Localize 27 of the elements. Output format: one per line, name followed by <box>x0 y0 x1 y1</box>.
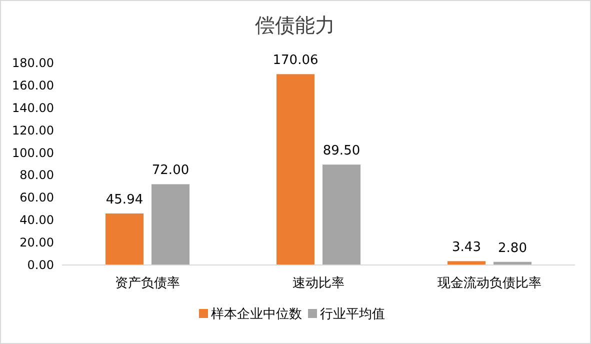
x-tick-label: 现金流动负债比率 <box>438 275 542 291</box>
y-tick-label: 100.00 <box>12 146 54 160</box>
x-tick-label: 速动比率 <box>292 275 344 291</box>
bar <box>152 184 190 265</box>
bar <box>448 261 486 265</box>
data-label: 89.50 <box>322 144 360 159</box>
data-label: 72.00 <box>152 163 190 178</box>
bar <box>106 213 144 265</box>
data-label: 45.94 <box>106 192 144 208</box>
y-tick-label: 80.00 <box>20 168 54 182</box>
data-label: 170.06 <box>272 53 318 68</box>
y-tick-label: 140.00 <box>12 100 54 115</box>
data-label: 2.80 <box>498 240 527 256</box>
y-tick-label: 180.00 <box>12 56 54 70</box>
y-tick-label: 20.00 <box>20 236 54 250</box>
x-tick-label: 资产负债率 <box>115 275 180 291</box>
legend-label: 样本企业中位数 <box>211 307 302 322</box>
y-tick-label: 160.00 <box>12 78 54 92</box>
legend-label: 行业平均值 <box>320 307 385 322</box>
bar <box>322 164 360 265</box>
data-label: 3.43 <box>452 240 481 256</box>
y-tick-label: 0.00 <box>27 258 54 272</box>
y-tick-label: 60.00 <box>20 190 54 205</box>
y-tick-label: 40.00 <box>20 213 54 228</box>
bar <box>276 74 314 265</box>
title: 偿债能力 <box>255 13 335 37</box>
y-tick-label: 120.00 <box>12 123 54 138</box>
